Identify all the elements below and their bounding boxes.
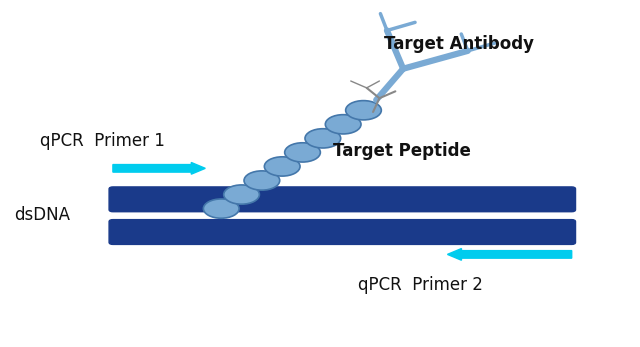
Text: qPCR  Primer 1: qPCR Primer 1 <box>40 132 164 150</box>
FancyArrow shape <box>113 162 205 174</box>
Circle shape <box>244 171 280 190</box>
Circle shape <box>285 143 321 162</box>
Text: Target Antibody: Target Antibody <box>384 35 534 53</box>
Text: Target Peptide: Target Peptide <box>333 142 470 160</box>
Circle shape <box>305 129 340 148</box>
Text: qPCR  Primer 2: qPCR Primer 2 <box>358 276 483 294</box>
FancyBboxPatch shape <box>109 187 575 212</box>
Circle shape <box>224 185 259 204</box>
Circle shape <box>325 115 361 134</box>
Circle shape <box>204 199 239 218</box>
Circle shape <box>346 101 381 120</box>
FancyArrow shape <box>447 248 572 260</box>
FancyBboxPatch shape <box>109 220 575 244</box>
Text: dsDNA: dsDNA <box>14 206 70 225</box>
Circle shape <box>264 157 300 176</box>
